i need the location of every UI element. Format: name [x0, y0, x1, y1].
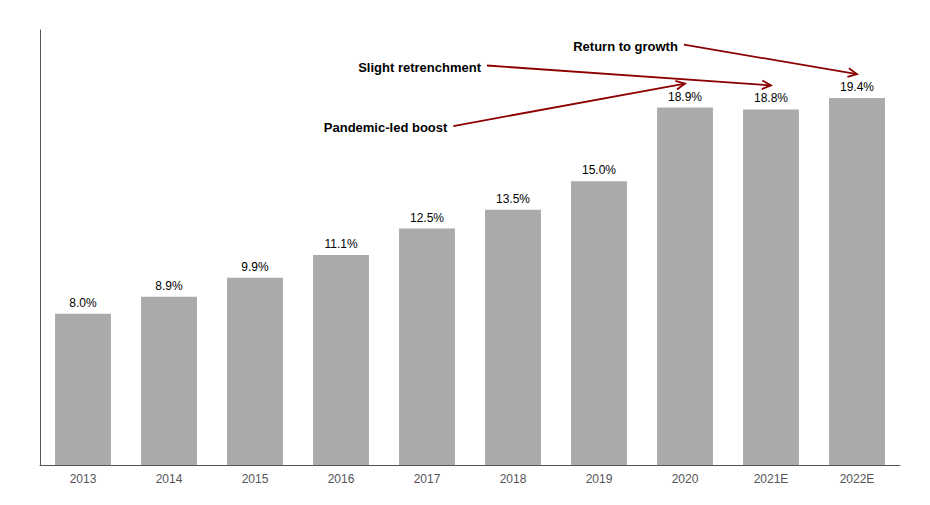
svg-text:2019: 2019 — [586, 472, 613, 486]
svg-text:19.4%: 19.4% — [840, 80, 874, 94]
svg-text:15.0%: 15.0% — [582, 163, 616, 177]
svg-text:12.5%: 12.5% — [410, 211, 444, 225]
svg-text:11.1%: 11.1% — [324, 237, 357, 251]
svg-text:Return to growth: Return to growth — [573, 39, 678, 54]
svg-text:2020: 2020 — [672, 472, 699, 486]
svg-text:18.8%: 18.8% — [754, 91, 788, 105]
svg-text:Pandemic-led boost: Pandemic-led boost — [324, 120, 448, 135]
svg-text:2015: 2015 — [242, 472, 269, 486]
svg-text:18.9%: 18.9% — [668, 90, 702, 104]
svg-text:2013: 2013 — [70, 472, 97, 486]
svg-text:Slight retrenchment: Slight retrenchment — [358, 60, 481, 75]
svg-text:8.0%: 8.0% — [69, 296, 97, 310]
svg-text:2022E: 2022E — [840, 472, 875, 486]
svg-text:2014: 2014 — [156, 472, 183, 486]
svg-text:9.9%: 9.9% — [241, 260, 269, 274]
svg-text:2018: 2018 — [500, 472, 527, 486]
svg-text:2016: 2016 — [328, 472, 355, 486]
svg-text:2017: 2017 — [414, 472, 441, 486]
svg-text:2021E: 2021E — [754, 472, 789, 486]
svg-text:8.9%: 8.9% — [155, 279, 183, 293]
svg-text:13.5%: 13.5% — [496, 192, 530, 206]
